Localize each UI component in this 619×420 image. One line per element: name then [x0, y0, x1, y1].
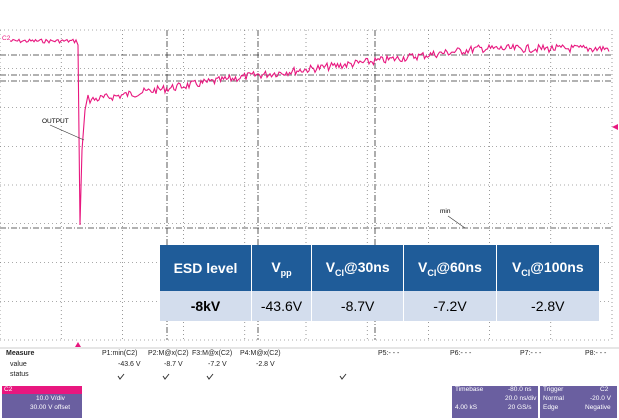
header-subscript: CI	[521, 267, 531, 278]
timebase-box	[452, 386, 538, 418]
callout-line	[49, 124, 85, 141]
param-name: P7:- - -	[520, 350, 542, 357]
param-value: -8.7 V	[164, 361, 183, 368]
output-label: OUTPUT	[42, 118, 69, 125]
trigger-mode: Normal	[543, 395, 564, 402]
channel-box-header	[2, 386, 82, 394]
channel-name: C2	[4, 386, 13, 393]
param-value: -2.8 V	[256, 361, 275, 368]
timebase-samples: 4.00 kS	[455, 404, 478, 411]
header-subscript: pp	[280, 267, 292, 278]
header-subscript: CI	[427, 267, 437, 278]
header-cell: VCI@100ns	[496, 245, 601, 291]
header-cell: VCI@60ns	[403, 245, 497, 291]
header-text: V	[271, 258, 281, 275]
status-checks	[117, 373, 347, 380]
param-name: F3:M@x(C2)	[192, 350, 233, 357]
trigger-slope: Negative	[585, 404, 611, 411]
trigger-title: Trigger	[543, 386, 564, 393]
table-header: ESD level Vpp VCI@30ns VCI@60ns VCI@100ns	[160, 245, 601, 291]
trigger-pos-marker	[75, 342, 81, 347]
table-cell: -2.8V	[496, 291, 601, 321]
header-subscript: CI	[335, 267, 345, 278]
trigger-level-marker	[612, 124, 618, 130]
trigger-level: -20.0 V	[590, 395, 611, 402]
header-cell: VCI@30ns	[311, 245, 405, 291]
header-text: V	[511, 258, 522, 275]
param-name: P5:- - -	[378, 350, 400, 357]
param-value: -7.2 V	[208, 361, 227, 368]
row-label: value	[10, 361, 27, 368]
param-name: P8:- - -	[585, 350, 607, 357]
table-cell: -8kV	[160, 291, 252, 321]
channel-offset: 30.00 V offset	[30, 404, 70, 411]
measure-title: Measure	[6, 350, 35, 357]
waveform	[9, 38, 610, 226]
param-value: -43.6 V	[118, 361, 141, 368]
param-name: P1:min(C2)	[102, 350, 138, 357]
header-text: V	[325, 258, 336, 275]
trigger-source: C2	[600, 386, 609, 393]
timebase-delay: -80.0 ns	[508, 386, 532, 393]
table-cell: -7.2V	[403, 291, 497, 321]
min-label: min	[440, 208, 451, 215]
trigger-box	[540, 386, 617, 418]
table-cell: -8.7V	[311, 291, 405, 321]
header-text: ESD level	[173, 260, 238, 276]
param-name: P6:- - -	[450, 350, 472, 357]
timebase-rate: 20 GS/s	[508, 404, 532, 411]
timebase-title: Timebase	[455, 386, 484, 393]
header-text: @30ns	[344, 258, 390, 275]
trigger-type: Edge	[543, 404, 559, 411]
callout-line	[447, 215, 466, 229]
channel-marker: C2	[2, 35, 11, 42]
header-cell: ESD level	[160, 245, 252, 291]
header-cell: Vpp	[251, 245, 313, 291]
param-name: P2:M@x(C2)	[148, 350, 189, 357]
header-text: @60ns	[436, 258, 482, 275]
timebase-scale: 20.0 ns/div	[505, 395, 537, 402]
table-cell: -43.6V	[251, 291, 313, 321]
row-label: status	[10, 371, 29, 378]
header-text: V	[417, 258, 428, 275]
param-name: P4:M@x(C2)	[240, 350, 281, 357]
table-row: -8kV -43.6V -8.7V -7.2V -2.8V	[160, 291, 601, 321]
channel-scale: 10.0 V/div	[36, 395, 65, 402]
results-table: ESD level Vpp VCI@30ns VCI@60ns VCI@100ns -8…	[160, 245, 601, 321]
header-text: @100ns	[530, 258, 584, 275]
